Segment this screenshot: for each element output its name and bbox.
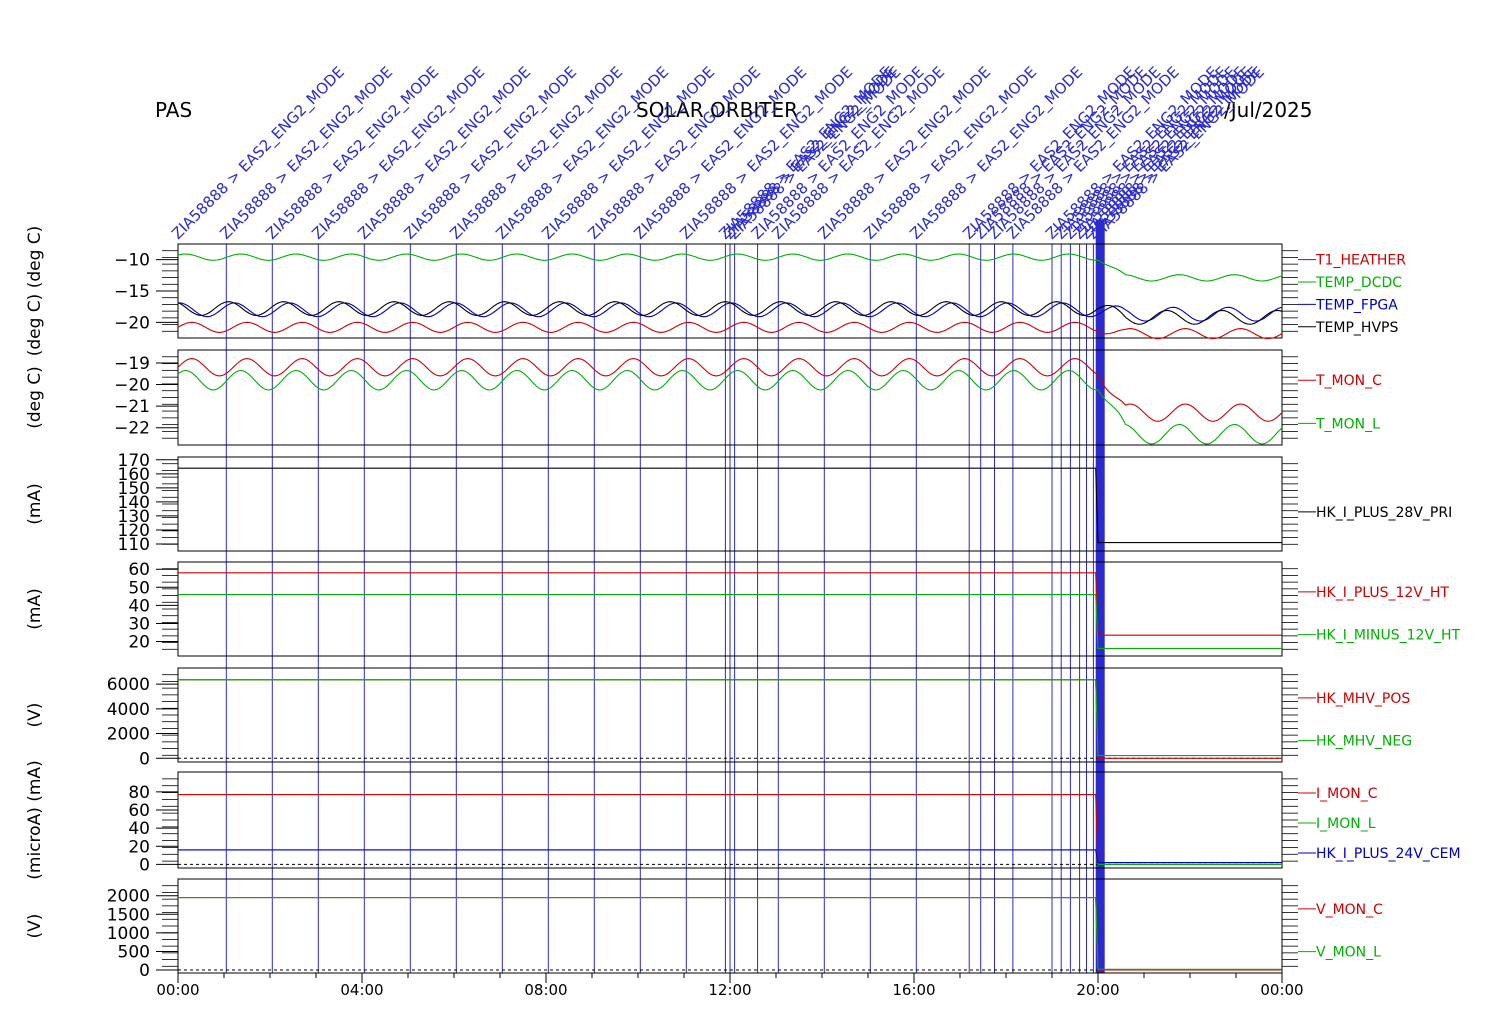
y-tick-label: 2000 xyxy=(107,725,150,745)
y-tick-label: 50 xyxy=(128,578,150,598)
legend-label: T_MON_L xyxy=(1315,416,1380,432)
instrument-label: PAS xyxy=(155,98,193,122)
y-tick-label: 40 xyxy=(128,596,150,616)
y-tick-label: 140 xyxy=(118,493,150,513)
legend-label: HK_I_PLUS_24V_CEM xyxy=(1316,846,1461,862)
series-line-temp_hvps xyxy=(177,301,1283,325)
series-line-hk_i_plus_12v_ht xyxy=(178,572,1282,636)
mission-title: SOLAR ORBITER xyxy=(636,98,798,122)
series-line-hk_i_plus_28v_pri xyxy=(178,467,1282,544)
y-tick-label: 170 xyxy=(118,451,150,471)
legend-label: T_MON_C xyxy=(1315,373,1382,389)
legend-label: HK_MHV_POS xyxy=(1316,691,1410,707)
y-tick-label: 40 xyxy=(128,819,150,839)
y-tick-label: −22 xyxy=(114,419,150,439)
y-tick-label: 110 xyxy=(118,535,150,555)
legend-label: I_MON_L xyxy=(1316,816,1376,832)
y-axis-label: (mA) xyxy=(25,588,45,629)
y-axis-label: (V) xyxy=(25,703,45,728)
series-line-t_mon_c xyxy=(177,358,1283,422)
panel-2: −19−20−21−22 (deg C) T_MON_C T_MON_L xyxy=(25,349,1382,446)
y-tick-label: 0 xyxy=(139,749,150,769)
legend-label: V_MON_C xyxy=(1316,902,1383,918)
y-tick-label: 0 xyxy=(139,961,150,981)
y-tick-label: −20 xyxy=(114,313,150,333)
legend-label: HK_MHV_NEG xyxy=(1316,734,1412,750)
y-tick-label: 20 xyxy=(128,633,150,653)
y-tick-label: −15 xyxy=(114,282,150,302)
legend-label: HK_I_PLUS_12V_HT xyxy=(1316,585,1449,601)
y-tick-label: 60 xyxy=(128,801,150,821)
x-tick-label: 08:00 xyxy=(524,981,567,999)
y-tick-label: −10 xyxy=(114,251,150,271)
legend-label: TEMP_HVPS xyxy=(1315,320,1398,336)
y-tick-label: 2000 xyxy=(107,887,150,907)
legend-label: TEMP_FPGA xyxy=(1315,297,1398,313)
x-tick-label: 00:00 xyxy=(1260,981,1303,999)
panel-1: −10 −15 −20 (deg C) (deg C) T1_HEATHER TEMP_D… xyxy=(25,226,1406,357)
y-tick-label: 500 xyxy=(118,942,150,962)
y-tick-label: 130 xyxy=(118,507,150,527)
y-axis-label: (microA) (mA) xyxy=(25,760,45,879)
x-tick-label: 20:00 xyxy=(1076,981,1119,999)
legend-label: HK_I_MINUS_12V_HT xyxy=(1316,628,1461,644)
series-line-temp_dcdc xyxy=(177,253,1283,282)
series-line-hk_i_minus_12v_ht xyxy=(178,593,1282,649)
series-line-hk_mhv_neg xyxy=(178,679,1282,757)
series-line-v_mon_l xyxy=(178,897,1282,970)
y-tick-label: −20 xyxy=(114,376,150,396)
legend-label: T1_HEATHER xyxy=(1315,253,1406,269)
y-tick-label: −19 xyxy=(114,354,150,374)
y-tick-label: 150 xyxy=(118,479,150,499)
y-axis-label: (deg C) (deg C) xyxy=(25,226,45,357)
y-tick-label: 80 xyxy=(128,783,150,803)
y-axis-label: (mA) xyxy=(25,483,45,524)
x-tick-label: 16:00 xyxy=(892,981,935,999)
series-line-t1_heather xyxy=(177,321,1283,340)
legend-label: V_MON_L xyxy=(1316,945,1381,961)
y-tick-label: 6000 xyxy=(107,675,150,695)
legend-label: I_MON_C xyxy=(1316,786,1378,802)
x-tick-label: 04:00 xyxy=(340,981,383,999)
y-tick-label: 20 xyxy=(128,837,150,857)
event-dense-band xyxy=(1095,220,1105,973)
y-tick-label: 30 xyxy=(128,614,150,634)
x-axis: 00:00 04:00 08:00 12:00 16:00 20:00 00:00 xyxy=(156,973,1304,999)
y-tick-label: 0 xyxy=(139,855,150,875)
x-tick-label: 00:00 xyxy=(156,981,199,999)
y-axis-label: (V) xyxy=(25,914,45,939)
y-tick-label: 160 xyxy=(118,465,150,485)
series-line-hk_i_plus_24v_cem xyxy=(178,849,1282,864)
y-tick-label: 1500 xyxy=(107,905,150,925)
series-line-t_mon_l xyxy=(177,369,1283,445)
y-axis-label: (deg C) xyxy=(25,366,45,429)
y-tick-label: −21 xyxy=(114,397,150,417)
y-tick-label: 60 xyxy=(128,560,150,580)
y-tick-label: 120 xyxy=(118,521,150,541)
legend-label: HK_I_PLUS_28V_PRI xyxy=(1316,505,1452,521)
legend-label: TEMP_DCDC xyxy=(1315,275,1402,291)
y-tick-label: 1000 xyxy=(107,924,150,944)
x-tick-label: 12:00 xyxy=(708,981,751,999)
panel-5: 0 2000 4000 6000 (V) HK_MHV_POS HK_MHV_NEG xyxy=(25,667,1412,769)
date-label: /Jul/2025 xyxy=(1224,98,1313,122)
y-tick-label: 4000 xyxy=(107,700,150,720)
